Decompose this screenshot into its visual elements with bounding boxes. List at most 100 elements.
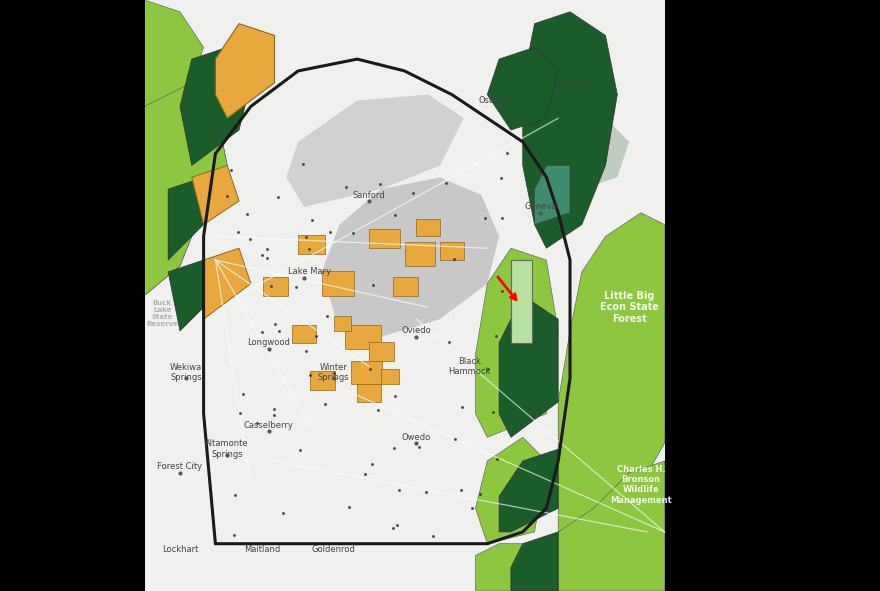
Text: Longwood: Longwood: [247, 338, 290, 348]
Point: [267, 410, 281, 420]
Polygon shape: [558, 461, 664, 591]
Polygon shape: [499, 449, 558, 532]
Polygon shape: [523, 12, 617, 248]
Point: [260, 245, 274, 254]
Polygon shape: [475, 248, 558, 437]
Polygon shape: [475, 544, 534, 591]
Point: [494, 174, 508, 183]
Polygon shape: [511, 260, 532, 343]
Polygon shape: [144, 0, 664, 591]
Point: [320, 311, 334, 320]
Polygon shape: [322, 271, 355, 296]
Text: Calamaroo: Calamaroo: [557, 80, 595, 86]
Point: [240, 209, 254, 219]
Text: Altamonte
Springs: Altamonte Springs: [205, 440, 249, 459]
Polygon shape: [369, 229, 400, 248]
Polygon shape: [381, 369, 399, 384]
Point: [268, 404, 282, 414]
Point: [304, 215, 319, 225]
Point: [495, 213, 510, 223]
Point: [442, 337, 456, 347]
Polygon shape: [216, 24, 275, 118]
Point: [388, 210, 402, 220]
Point: [372, 180, 386, 189]
Polygon shape: [440, 242, 464, 260]
Point: [220, 191, 234, 201]
Point: [271, 192, 285, 202]
Point: [254, 251, 268, 260]
Polygon shape: [511, 532, 558, 591]
Point: [290, 282, 304, 292]
Point: [455, 402, 469, 411]
Point: [340, 182, 354, 191]
Polygon shape: [180, 47, 251, 165]
Point: [454, 486, 468, 495]
Polygon shape: [168, 177, 203, 260]
Point: [390, 521, 404, 530]
Point: [495, 286, 510, 296]
Text: Geneva: Geneva: [524, 202, 557, 212]
Text: Sanford: Sanford: [353, 190, 385, 200]
Point: [272, 326, 286, 336]
Point: [264, 281, 278, 291]
Point: [466, 504, 480, 513]
Polygon shape: [298, 235, 325, 254]
Point: [481, 364, 495, 374]
Polygon shape: [499, 296, 558, 437]
Polygon shape: [346, 325, 381, 349]
Polygon shape: [416, 219, 440, 236]
Point: [478, 213, 492, 223]
Polygon shape: [263, 277, 288, 296]
Polygon shape: [488, 47, 558, 130]
Point: [365, 459, 379, 469]
Point: [227, 530, 241, 540]
Text: Owedo: Owedo: [402, 433, 431, 442]
Point: [233, 408, 247, 418]
Polygon shape: [334, 316, 351, 331]
Polygon shape: [664, 0, 736, 591]
Point: [231, 228, 246, 237]
Point: [309, 331, 323, 340]
Text: Oviedo: Oviedo: [401, 326, 431, 336]
Polygon shape: [203, 248, 251, 319]
Point: [224, 165, 238, 174]
Point: [446, 255, 460, 264]
Point: [489, 332, 503, 341]
Point: [260, 253, 274, 262]
Point: [243, 234, 257, 243]
Point: [487, 407, 501, 417]
Point: [426, 531, 440, 540]
Text: Osteen: Osteen: [478, 96, 509, 105]
Point: [299, 232, 313, 241]
Point: [228, 491, 242, 500]
Text: Charles H.
Bronson
Wildlife
Management: Charles H. Bronson Wildlife Management: [610, 465, 671, 505]
Point: [323, 228, 337, 237]
Polygon shape: [286, 95, 464, 207]
Point: [371, 405, 385, 414]
Point: [473, 489, 488, 499]
Point: [236, 389, 250, 398]
Point: [296, 160, 310, 169]
Polygon shape: [405, 242, 436, 266]
Text: Lake Mary: Lake Mary: [289, 267, 332, 277]
Text: Buck
Lake
State
Reserve: Buck Lake State Reserve: [146, 300, 179, 327]
Point: [420, 487, 434, 496]
Text: Goldenrod: Goldenrod: [312, 545, 356, 554]
Polygon shape: [475, 437, 546, 544]
Polygon shape: [558, 213, 664, 532]
Polygon shape: [369, 342, 394, 361]
Polygon shape: [322, 177, 499, 337]
Point: [500, 148, 514, 158]
Polygon shape: [534, 165, 570, 225]
Polygon shape: [144, 30, 227, 296]
Point: [357, 469, 371, 479]
Point: [303, 244, 317, 254]
Point: [363, 364, 378, 374]
Point: [489, 454, 503, 464]
Polygon shape: [351, 361, 382, 384]
Point: [341, 502, 356, 512]
Polygon shape: [292, 325, 316, 343]
Point: [449, 434, 463, 444]
Point: [366, 281, 380, 290]
Text: Maitland: Maitland: [245, 545, 281, 554]
